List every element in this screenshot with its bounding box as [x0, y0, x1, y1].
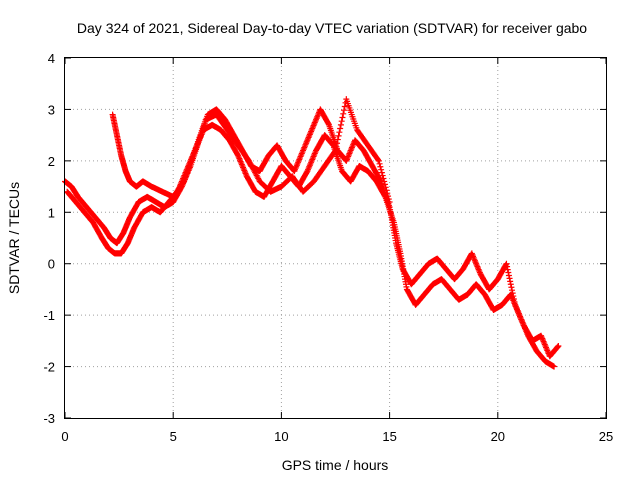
point-track-c-341: [336, 129, 343, 136]
point-track-c-391: [375, 156, 382, 163]
axis-ticks: [64, 57, 607, 419]
point-track-c-338: [334, 140, 341, 147]
point-track-c-344: [338, 118, 345, 125]
x-axis-label: GPS time / hours: [282, 457, 389, 473]
point-track-a-744: [504, 266, 511, 273]
point-track-c-399: [381, 178, 388, 185]
point-track-a-748: [507, 278, 514, 285]
point-track-c-346: [340, 110, 347, 117]
point-track-c-392: [375, 157, 382, 164]
point-track-c-401: [382, 184, 389, 191]
point-track-a-749: [507, 281, 514, 288]
y-axis-label: SDTVAR / TECUs: [6, 182, 22, 294]
plot-frame: [64, 57, 607, 419]
chart-title: Day 324 of 2021, Sidereal Day-to-day VTE…: [77, 20, 587, 36]
point-track-c-402: [383, 187, 390, 194]
x-tick-label-1: 5: [170, 429, 177, 444]
x-tick-label-2: 10: [274, 429, 288, 444]
point-track-a-447: [325, 120, 332, 127]
point-track-c-400: [381, 181, 388, 188]
y-tick-label-6: 3: [48, 102, 55, 117]
point-track-a-826: [555, 343, 562, 349]
point-track-c-397: [379, 172, 386, 179]
point-track-c-139: [180, 179, 187, 186]
x-tick-label-4: 20: [491, 429, 505, 444]
y-tick-label-7: 4: [48, 51, 55, 66]
point-track-a-751: [509, 287, 516, 294]
point-track-c-403: [384, 190, 391, 197]
data-points: [62, 96, 562, 370]
point-track-c-405: [385, 196, 392, 203]
point-track-a-743: [504, 263, 511, 270]
point-track-c-394: [377, 163, 384, 170]
point-track-c-347: [341, 107, 348, 114]
point-track-c-396: [378, 169, 385, 176]
point-track-c-335: [331, 148, 338, 155]
point-track-c-336: [332, 147, 339, 154]
y-tick-label-0: -3: [43, 411, 55, 426]
grid: [65, 58, 606, 418]
y-tick-label-4: 1: [48, 205, 55, 220]
point-track-a-746: [505, 272, 512, 279]
x-tick-label-3: 15: [382, 429, 396, 444]
point-track-c-395: [378, 166, 385, 173]
y-tick-label-5: 2: [48, 154, 55, 169]
y-tick-label-1: -2: [43, 360, 55, 375]
point-track-a-745: [505, 269, 512, 276]
x-tick-labels: 0 5 10 15 20 25: [61, 429, 613, 444]
point-track-b-812: [551, 363, 558, 370]
point-track-c-337: [333, 143, 340, 150]
point-track-a-747: [506, 275, 513, 282]
series-track-a: [62, 106, 562, 360]
point-track-c-345: [339, 114, 346, 121]
series-track-b: [64, 121, 558, 370]
point-track-a-825: [554, 343, 561, 350]
point-track-c-343: [337, 121, 344, 128]
point-track-c-406: [386, 199, 393, 205]
x-tick-label-0: 0: [61, 429, 68, 444]
x-tick-label-5: 25: [599, 429, 613, 444]
point-track-a-750: [508, 284, 515, 291]
point-track-c-393: [376, 160, 383, 167]
y-tick-label-2: -1: [43, 308, 55, 323]
point-track-c-398: [380, 175, 387, 182]
y-tick-label-3: 0: [48, 257, 55, 272]
point-track-c-342: [337, 125, 344, 132]
y-tick-labels: -3 -2 -1 0 1 2 3 4: [43, 51, 55, 426]
point-track-c-404: [385, 193, 392, 200]
point-track-c-339: [334, 136, 341, 143]
point-track-a-742: [503, 260, 510, 267]
point-track-c-348: [341, 103, 348, 110]
point-track-c-340: [335, 132, 342, 139]
series-track-c: [109, 96, 393, 205]
